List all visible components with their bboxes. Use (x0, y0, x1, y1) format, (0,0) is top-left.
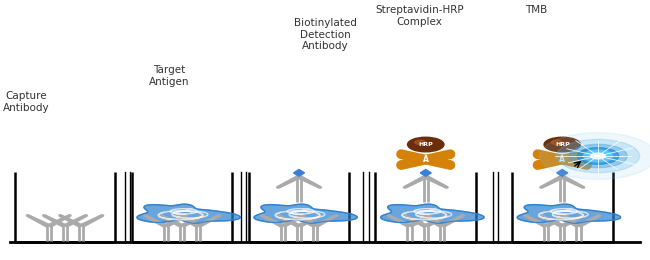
Text: HRP: HRP (419, 142, 433, 147)
Circle shape (591, 153, 605, 159)
Circle shape (415, 140, 426, 145)
Text: A: A (559, 155, 566, 164)
Polygon shape (137, 204, 240, 223)
Polygon shape (254, 204, 358, 223)
Text: Capture
Antibody: Capture Antibody (3, 91, 49, 113)
Text: TMB: TMB (525, 5, 547, 15)
Circle shape (544, 137, 580, 152)
Circle shape (577, 148, 619, 164)
Circle shape (569, 144, 627, 168)
Circle shape (584, 150, 612, 162)
Text: A: A (422, 155, 429, 164)
Circle shape (540, 133, 650, 179)
Text: Streptavidin-HRP
Complex: Streptavidin-HRP Complex (375, 5, 463, 27)
Text: Biotinylated
Detection
Antibody: Biotinylated Detection Antibody (294, 18, 356, 51)
Circle shape (408, 137, 444, 152)
Polygon shape (517, 204, 621, 223)
Polygon shape (294, 170, 304, 176)
Circle shape (556, 139, 640, 173)
Text: HRP: HRP (555, 142, 569, 147)
Polygon shape (557, 170, 567, 176)
Polygon shape (421, 170, 431, 176)
Circle shape (551, 140, 562, 145)
Polygon shape (381, 204, 484, 223)
Text: Target
Antigen: Target Antigen (149, 65, 189, 87)
